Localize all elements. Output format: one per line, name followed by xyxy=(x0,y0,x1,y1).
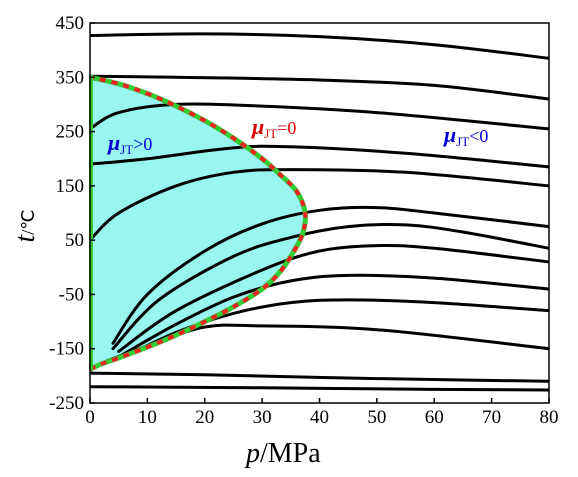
isenthalp-line-12 xyxy=(90,371,549,383)
y-tick-label: -50 xyxy=(59,284,84,305)
region-label-positive: μJT>0 xyxy=(107,130,152,157)
x-tick-label: 70 xyxy=(482,407,501,428)
y-tick-label: 150 xyxy=(56,176,85,197)
isenthalp-line-4 xyxy=(90,144,549,169)
isenthalp-line-7 xyxy=(111,222,549,351)
y-tick-label: -250 xyxy=(49,393,84,414)
isenthalp-line-3 xyxy=(90,102,549,131)
x-tick-label: 40 xyxy=(310,407,329,428)
inversion-curve xyxy=(90,74,308,372)
inversion-curve-outer xyxy=(90,74,308,372)
y-tick-label: 350 xyxy=(56,67,85,88)
x-axis-ticks: 0 10 20 30 40 50 60 70 80 xyxy=(85,398,559,428)
isenthalp-line-5 xyxy=(90,168,549,242)
isenthalp-line-9 xyxy=(117,273,549,359)
y-tick-label: 450 xyxy=(56,13,85,34)
x-tick-label: 60 xyxy=(425,407,444,428)
region-label-negative: μJT<0 xyxy=(443,122,488,149)
x-tick-label: 20 xyxy=(195,407,214,428)
x-axis-title: p/MPa xyxy=(244,438,321,469)
x-tick-label: 10 xyxy=(138,407,157,428)
y-tick-label: -150 xyxy=(49,339,84,360)
x-tick-label: 0 xyxy=(85,407,95,428)
region-label-zero: μJT=0 xyxy=(251,114,296,141)
x-tick-label: 80 xyxy=(540,407,559,428)
y-tick-label: 250 xyxy=(56,122,85,143)
x-tick-label: 30 xyxy=(253,407,272,428)
isenthalp-line-2 xyxy=(90,74,549,101)
y-tick-label: 50 xyxy=(65,230,84,251)
isenthalp-line-6 xyxy=(111,205,549,345)
y-axis-title: t/℃ xyxy=(10,210,41,243)
isenthalp-line-8 xyxy=(117,243,549,353)
x-tick-label: 50 xyxy=(367,407,386,428)
y-axis-ticks: 450 350 250 150 50 -50 -150 -250 xyxy=(49,13,95,414)
isenthalp-line-13 xyxy=(90,385,549,392)
isenthalp-line-1 xyxy=(90,32,549,60)
